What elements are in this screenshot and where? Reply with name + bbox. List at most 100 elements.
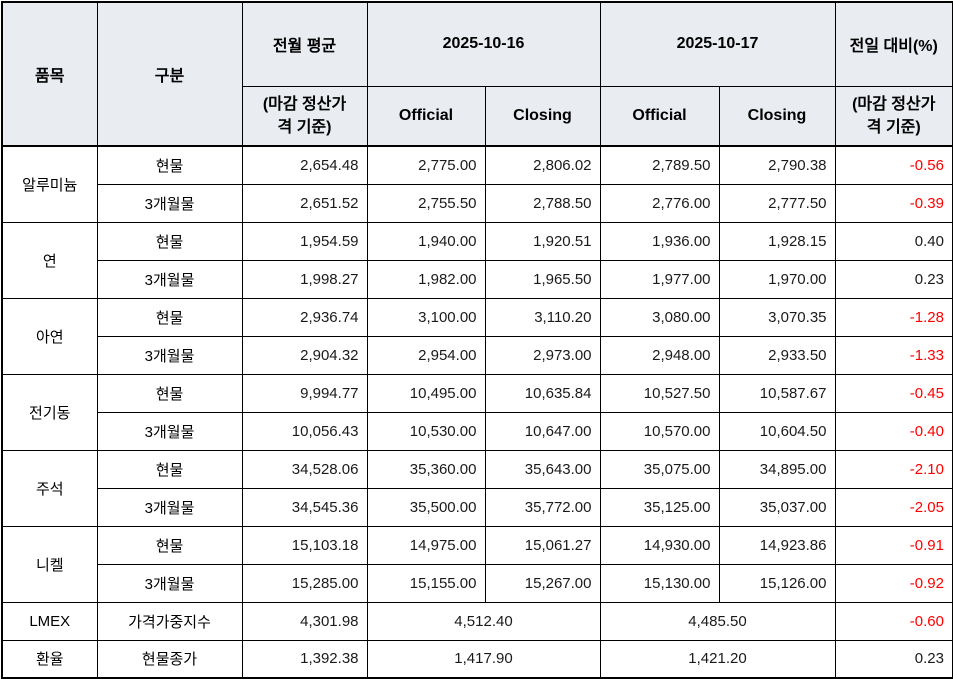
cell-prev-avg: 4,301.98 — [241, 601, 368, 641]
cell-d2-official: 3,080.00 — [599, 297, 720, 337]
cell-d1-official: 10,530.00 — [366, 411, 486, 451]
header-row-sub: (마감 정산가 격 기준) Official Closing Official … — [2, 85, 953, 147]
cell-category: 현물 — [96, 221, 243, 261]
cell-d2-closing: 35,037.00 — [718, 487, 836, 527]
col-header-prev-avg: 전월 평균 — [241, 1, 368, 87]
cell-d1-official: 1,982.00 — [366, 259, 486, 299]
col-subheader-d1-closing: Closing — [484, 85, 601, 147]
cell-d2-official: 10,527.50 — [599, 373, 720, 413]
cell-item: 전기동 — [1, 373, 98, 451]
cell-prev-avg: 1,954.59 — [241, 221, 368, 261]
cell-d1-closing: 35,643.00 — [484, 449, 601, 489]
cell-category: 3개월물 — [96, 411, 243, 451]
col-header-date-1: 2025-10-16 — [366, 1, 601, 87]
cell-d2-closing: 10,604.50 — [718, 411, 836, 451]
table-row-zinc-spot: 아연 현물 2,936.74 3,100.00 3,110.20 3,080.0… — [1, 297, 953, 375]
cell-d2-closing: 2,933.50 — [718, 335, 836, 375]
subheader-basis-line2: 격 기준) — [277, 118, 332, 136]
cell-category: 현물종가 — [96, 639, 243, 679]
cell-d1-closing: 3,110.20 — [484, 297, 601, 337]
cell-d1-closing: 15,267.00 — [484, 563, 601, 603]
table-body: 알루미늄 현물 2,654.48 2,775.00 2,806.02 2,789… — [1, 145, 953, 679]
cell-prev-avg: 1,392.38 — [241, 639, 368, 679]
cell-category: 3개월물 — [96, 183, 243, 223]
cell-dod: -0.91 — [834, 525, 953, 565]
cell-item: LMEX — [1, 601, 98, 641]
cell-item: 연 — [1, 221, 98, 299]
cell-d1-closing: 2,973.00 — [484, 335, 601, 375]
cell-category: 현물 — [96, 525, 243, 565]
cell-dod: -0.56 — [834, 145, 953, 185]
header-row-top: 품목 구분 전월 평균 2025-10-16 2025-10-17 전일 대비(… — [1, 1, 953, 147]
cell-category: 현물 — [96, 373, 243, 413]
cell-d1-official: 35,360.00 — [366, 449, 486, 489]
cell-d2-closing: 2,777.50 — [718, 183, 836, 223]
cell-dod: 0.40 — [834, 221, 953, 261]
cell-d2-official: 1,977.00 — [599, 259, 720, 299]
col-header-date-2: 2025-10-17 — [599, 1, 836, 87]
cell-d1-official: 2,775.00 — [366, 145, 486, 185]
cell-d2-official: 35,125.00 — [599, 487, 720, 527]
table-row-lead-spot: 연 현물 1,954.59 1,940.00 1,920.51 1,936.00… — [1, 221, 953, 299]
col-subheader-d2-closing: Closing — [718, 85, 836, 147]
cell-dod: -0.40 — [834, 411, 953, 451]
col-subheader-d2-official: Official — [599, 85, 720, 147]
table-row-aluminum-3m: 3개월물 2,651.52 2,755.50 2,788.50 2,776.00… — [2, 183, 953, 223]
subheader-basis-line1: (마감 정산가 — [852, 95, 936, 113]
cell-d1-official: 1,940.00 — [366, 221, 486, 261]
cell-d2-closing: 3,070.35 — [718, 297, 836, 337]
cell-d1-official: 10,495.00 — [366, 373, 486, 413]
cell-item: 아연 — [1, 297, 98, 375]
cell-d1-closing: 10,635.84 — [484, 373, 601, 413]
cell-d1-official: 2,755.50 — [366, 183, 486, 223]
cell-dod: -0.92 — [834, 563, 953, 603]
col-subheader-prev-avg-basis: (마감 정산가 격 기준) — [241, 85, 368, 147]
cell-d1-closing: 35,772.00 — [484, 487, 601, 527]
cell-item: 환율 — [1, 639, 98, 679]
cell-category: 3개월물 — [96, 335, 243, 375]
cell-item: 주석 — [1, 449, 98, 527]
table-row-nickel-spot: 니켈 현물 15,103.18 14,975.00 15,061.27 14,9… — [1, 525, 953, 603]
cell-d1-merged: 4,512.40 — [366, 601, 601, 641]
cell-prev-avg: 34,528.06 — [241, 449, 368, 489]
cell-d2-closing: 15,126.00 — [718, 563, 836, 603]
table-row-exchange-rate: 환율 현물종가 1,392.38 1,417.90 1,421.20 0.23 — [1, 639, 953, 679]
col-header-item: 품목 — [1, 1, 98, 147]
cell-dod: -2.05 — [834, 487, 953, 527]
cell-d2-merged: 4,485.50 — [599, 601, 836, 641]
cell-dod: 0.23 — [834, 639, 953, 679]
table-row-lmex: LMEX 가격가중지수 4,301.98 4,512.40 4,485.50 -… — [1, 601, 953, 641]
cell-d1-official: 2,954.00 — [366, 335, 486, 375]
cell-d2-official: 35,075.00 — [599, 449, 720, 489]
cell-d2-closing: 2,790.38 — [718, 145, 836, 185]
cell-d1-closing: 10,647.00 — [484, 411, 601, 451]
cell-prev-avg: 2,904.32 — [241, 335, 368, 375]
cell-d2-official: 14,930.00 — [599, 525, 720, 565]
cell-d2-official: 2,776.00 — [599, 183, 720, 223]
col-header-dod: 전일 대비(%) — [834, 1, 953, 87]
table-header: 품목 구분 전월 평균 2025-10-16 2025-10-17 전일 대비(… — [1, 1, 953, 147]
cell-d1-official: 15,155.00 — [366, 563, 486, 603]
cell-d1-closing: 1,920.51 — [484, 221, 601, 261]
table-row-aluminum-spot: 알루미늄 현물 2,654.48 2,775.00 2,806.02 2,789… — [1, 145, 953, 223]
col-subheader-d1-official: Official — [366, 85, 486, 147]
subheader-basis-line1: (마감 정산가 — [262, 95, 347, 113]
cell-d1-merged: 1,417.90 — [366, 639, 601, 679]
cell-category: 3개월물 — [96, 563, 243, 603]
cell-d1-official: 35,500.00 — [366, 487, 486, 527]
cell-d2-official: 2,948.00 — [599, 335, 720, 375]
cell-prev-avg: 2,654.48 — [241, 145, 368, 185]
cell-d2-closing: 1,970.00 — [718, 259, 836, 299]
cell-d1-official: 14,975.00 — [366, 525, 486, 565]
cell-d2-official: 2,789.50 — [599, 145, 720, 185]
cell-d1-closing: 2,788.50 — [484, 183, 601, 223]
table-row-copper-3m: 3개월물 10,056.43 10,530.00 10,647.00 10,57… — [2, 411, 953, 451]
cell-d1-official: 3,100.00 — [366, 297, 486, 337]
cell-d2-official: 1,936.00 — [599, 221, 720, 261]
cell-dod: -0.60 — [834, 601, 953, 641]
cell-prev-avg: 2,936.74 — [241, 297, 368, 337]
cell-d2-merged: 1,421.20 — [599, 639, 836, 679]
cell-d1-closing: 1,965.50 — [484, 259, 601, 299]
col-subheader-dod-basis: (마감 정산가 격 기준) — [834, 85, 953, 147]
